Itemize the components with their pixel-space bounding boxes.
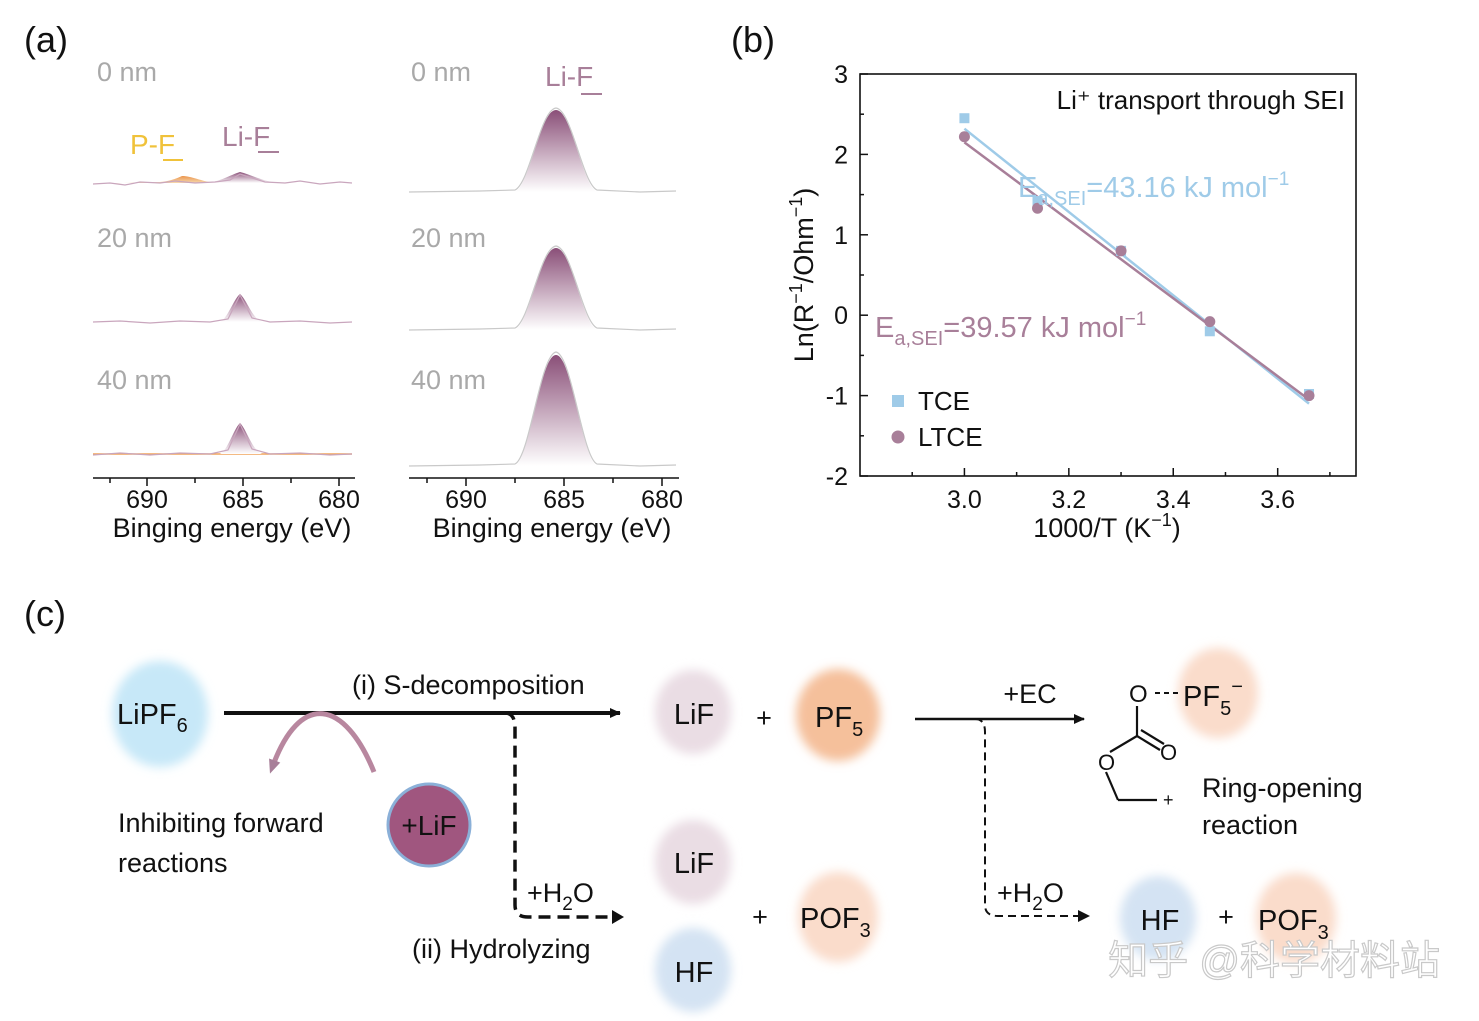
- lif-bubble-bottom: [655, 820, 731, 904]
- hf-bubble: [655, 928, 731, 1012]
- added-lif-label: +LiF: [401, 810, 456, 841]
- xlabel-right: Binging energy (eV): [433, 513, 672, 543]
- route-ii-label: (ii) Hydrolyzing: [412, 934, 591, 964]
- tick-680-right: 680: [641, 486, 683, 514]
- xlabel-left: Binging energy (eV): [113, 513, 352, 543]
- panel-c-scheme: LiPF6 (i) S-decomposition +H2O (ii) Hydr…: [112, 648, 1363, 1012]
- pof3-bubble: [798, 872, 878, 962]
- y-tick-label: -2: [826, 463, 848, 491]
- spectrum-20nm-right: [515, 248, 597, 330]
- pf5-bubble: [796, 669, 880, 761]
- panel-a-label: (a): [24, 19, 68, 60]
- point-tce: [1204, 326, 1215, 337]
- fit-line-ltce: [963, 141, 1310, 401]
- depth-label-40nm-right: 40 nm: [411, 365, 486, 395]
- lif-bubble-top: [655, 670, 731, 754]
- annotation-tce: Ea,SEI=43.16 kJ mol−1: [1018, 169, 1289, 210]
- svg-text:O: O: [1098, 750, 1115, 775]
- ring-opening-line1: Ring-opening: [1202, 773, 1363, 803]
- peak-label-lif-left: Li-F: [222, 121, 270, 152]
- point-ltce: [1032, 202, 1044, 214]
- water-label-right: +H2O: [997, 878, 1064, 915]
- hf-bubble-right: [1120, 876, 1196, 960]
- tick-685-left: 685: [222, 486, 264, 514]
- point-tce: [1032, 196, 1043, 207]
- inhibit-text-line2: reactions: [118, 848, 228, 878]
- plus-top: +: [756, 703, 772, 733]
- spectrum-40nm-left: [220, 423, 262, 454]
- y-tick-label: 3: [834, 61, 848, 89]
- y-axis-title: Ln(R−1/Ohm−1): [786, 188, 819, 363]
- ring-opening-line2: reaction: [1202, 810, 1298, 840]
- pf5-minus-bubble: [1178, 648, 1258, 738]
- added-lif-circle: [386, 782, 472, 868]
- route-i-label: (i) S-decomposition: [352, 670, 585, 700]
- panel-b-chart: 3 2 1 0 -1 -2 3.0 3.2 3.4 3.6 Li⁺ transport thro…: [786, 61, 1357, 543]
- hf-label: HF: [675, 957, 714, 989]
- spectrum-40nm-right: [515, 355, 597, 466]
- ec-label: +EC: [1003, 679, 1056, 709]
- spectrum-0nm-right: [515, 110, 597, 192]
- y-tick-label: -1: [826, 383, 848, 411]
- y-tick-label: 2: [834, 141, 848, 169]
- lipf6-label: LiPF6: [117, 699, 188, 737]
- panel-b-label: (b): [731, 19, 775, 60]
- inhibit-text-line1: Inhibiting forward: [118, 808, 324, 838]
- water-label-left: +H2O: [527, 878, 594, 915]
- panel-a-left: 0 nm 20 nm 40 nm P-F Li-F 690 685 680 Bi…: [92, 57, 360, 543]
- panel-c-label: (c): [24, 593, 66, 634]
- peak-label-pf: P-F: [130, 129, 175, 160]
- annotation-ltce: Ea,SEI=39.57 kJ mol−1: [875, 309, 1146, 350]
- y-tick-label: 0: [834, 302, 848, 330]
- arrow-hydrolyzing: [504, 711, 612, 919]
- point-ltce: [1115, 245, 1127, 257]
- y-axis: 3 2 1 0 -1 -2: [826, 61, 868, 491]
- tick-680-left: 680: [318, 486, 360, 514]
- depth-label-0nm-left: 0 nm: [97, 57, 157, 87]
- point-ltce: [1303, 390, 1315, 402]
- depth-label-20nm-right: 20 nm: [411, 223, 486, 253]
- chart-title: Li⁺ transport through SEI: [1057, 85, 1345, 115]
- legend-tce-label: TCE: [918, 386, 970, 416]
- ec-plus-charge: +: [1163, 790, 1174, 810]
- x-tick-label: 3.0: [947, 486, 982, 514]
- x-axis: 3.0 3.2 3.4 3.6: [911, 468, 1331, 514]
- legend-ltce-marker: [891, 430, 905, 444]
- x-tick-label: 3.6: [1260, 486, 1295, 514]
- point-ltce: [958, 131, 970, 143]
- tick-685-right: 685: [543, 486, 585, 514]
- x-tick-label: 3.2: [1051, 486, 1086, 514]
- arrow-water-right: [974, 718, 1080, 917]
- y-tick-label: 1: [834, 222, 848, 250]
- inhibit-arrow: [269, 711, 377, 774]
- tick-690-left: 690: [126, 486, 168, 514]
- x-axis-title: 1000/T (K−1): [1033, 510, 1181, 543]
- peak-label-lif-right: Li-F: [545, 61, 593, 92]
- plus-right: +: [1218, 902, 1234, 932]
- x-tick-label: 3.4: [1156, 486, 1191, 514]
- point-tce: [959, 113, 970, 124]
- hf-right-label: HF: [1141, 905, 1180, 937]
- tick-690-right: 690: [445, 486, 487, 514]
- panel-a-right: 0 nm 20 nm 40 nm Li-F 690 685 680 Bingin…: [408, 57, 683, 543]
- plus-bottom: +: [752, 902, 768, 932]
- ec-carbonyl-o: O: [1129, 681, 1148, 708]
- svg-text:O: O: [1160, 740, 1177, 765]
- lif-bottom-label: LiF: [674, 848, 714, 880]
- legend-ltce-label: LTCE: [918, 422, 983, 452]
- depth-label-20nm-left: 20 nm: [97, 223, 172, 253]
- point-ltce: [1204, 316, 1216, 328]
- legend-tce-marker: [892, 395, 904, 407]
- watermark: 知乎 @科学材料站: [1108, 939, 1440, 983]
- data-series: [958, 113, 1315, 405]
- depth-label-0nm-right: 0 nm: [411, 57, 471, 87]
- lif-top-label: LiF: [674, 699, 714, 731]
- depth-label-40nm-left: 40 nm: [97, 365, 172, 395]
- lipf6-bubble: [112, 661, 208, 767]
- pof3-bubble-right: [1256, 873, 1336, 963]
